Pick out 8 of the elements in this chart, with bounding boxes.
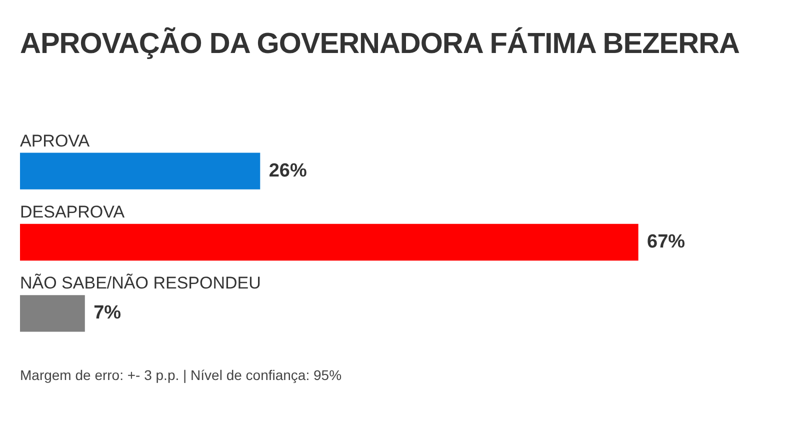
y-tick-label: NÃO SABE/NÃO RESPONDEU	[20, 274, 261, 293]
data-label: 7%	[94, 302, 122, 324]
data-label: 67%	[647, 231, 686, 252]
y-tick-label: APROVA	[20, 131, 90, 150]
y-tick-label: DESAPROVA	[20, 202, 126, 222]
chart-title: APROVAÇÃO DA GOVERNADORA FÁTIMA BEZERRA	[20, 28, 740, 61]
data-label: 26%	[268, 160, 307, 182]
text: Margem de erro: +- 3 p.p. | Nível de confiança: 95%	[20, 367, 342, 383]
